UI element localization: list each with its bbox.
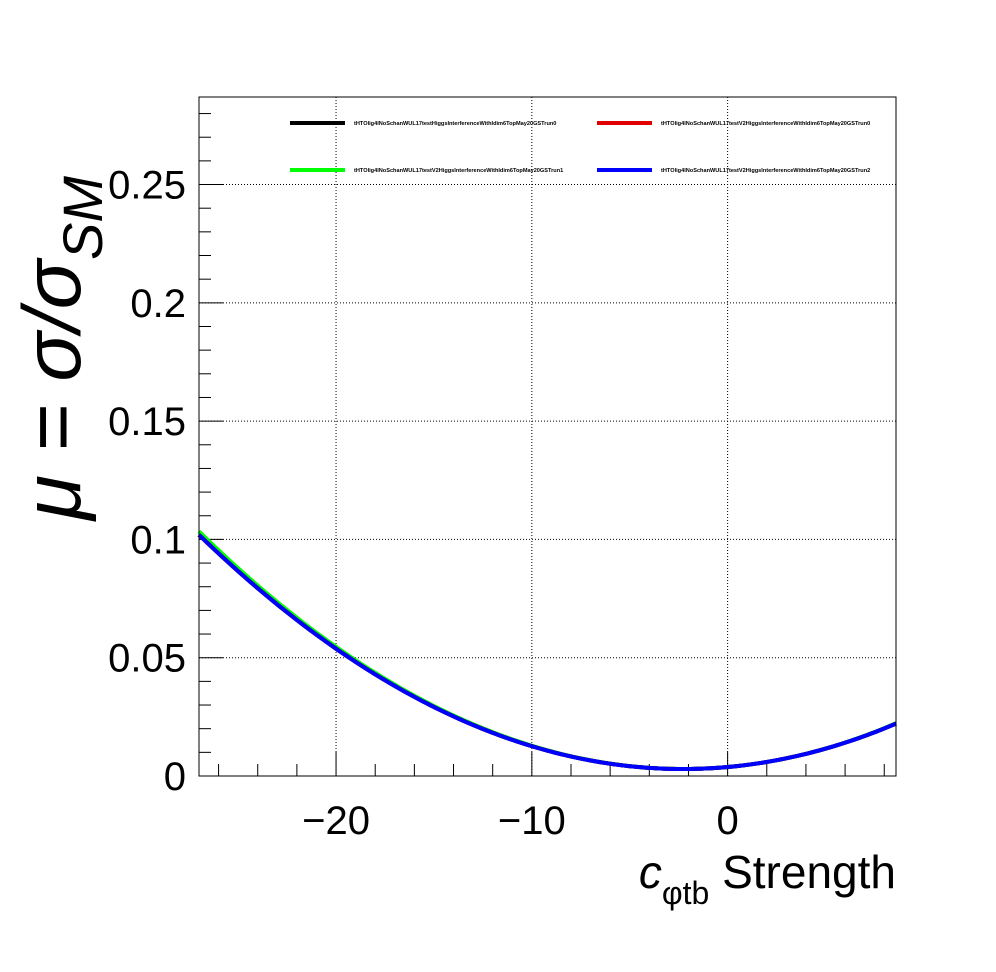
y-tick-label: 0 [164,755,186,799]
x-axis-title-var: c [639,846,662,898]
axis-ticks [199,113,885,777]
y-tick-label: 0.15 [108,400,186,444]
grid [199,97,896,776]
series-line [197,529,897,771]
legend-label: tHTOlig4lNoSchanWUL17testV2HiggsInterfer… [661,121,870,127]
plot-frame [198,96,897,777]
y-axis-title-sub: SM [51,176,114,260]
series-lines [197,529,897,772]
series-line [197,533,897,772]
y-tick-label: 0.2 [130,282,186,326]
x-axis-title-rest: Strength [709,846,896,898]
x-axis-title: cφtb Strength [639,846,896,911]
y-tick-label: 0.25 [108,164,186,208]
y-tick-label: 0.1 [130,518,186,562]
series-line [197,533,897,772]
series-line [197,533,897,772]
legend: tHTOlig4lNoSchanWUL17testHiggsInterferen… [290,121,870,174]
x-tick-label: −20 [302,799,370,843]
x-tick-label: 0 [716,799,738,843]
y-axis-title-main: μ = σ/σ [7,256,98,522]
legend-label: tHTOlig4lNoSchanWUL17testHiggsInterferen… [354,121,556,127]
legend-label: tHTOlig4lNoSchanWUL17testV2HiggsInterfer… [354,168,563,174]
legend-label: tHTOlig4lNoSchanWUL17testV2HiggsInterfer… [661,168,870,174]
y-axis-title: μ = σ/σSM [7,176,114,522]
x-tick-label: −10 [498,799,566,843]
tick-labels: 0 0.05 0.1 0.15 0.2 0.25 −20 −10 0 [108,164,739,843]
x-axis-title-sub: φtb [662,875,709,911]
y-tick-label: 0.05 [108,637,186,681]
